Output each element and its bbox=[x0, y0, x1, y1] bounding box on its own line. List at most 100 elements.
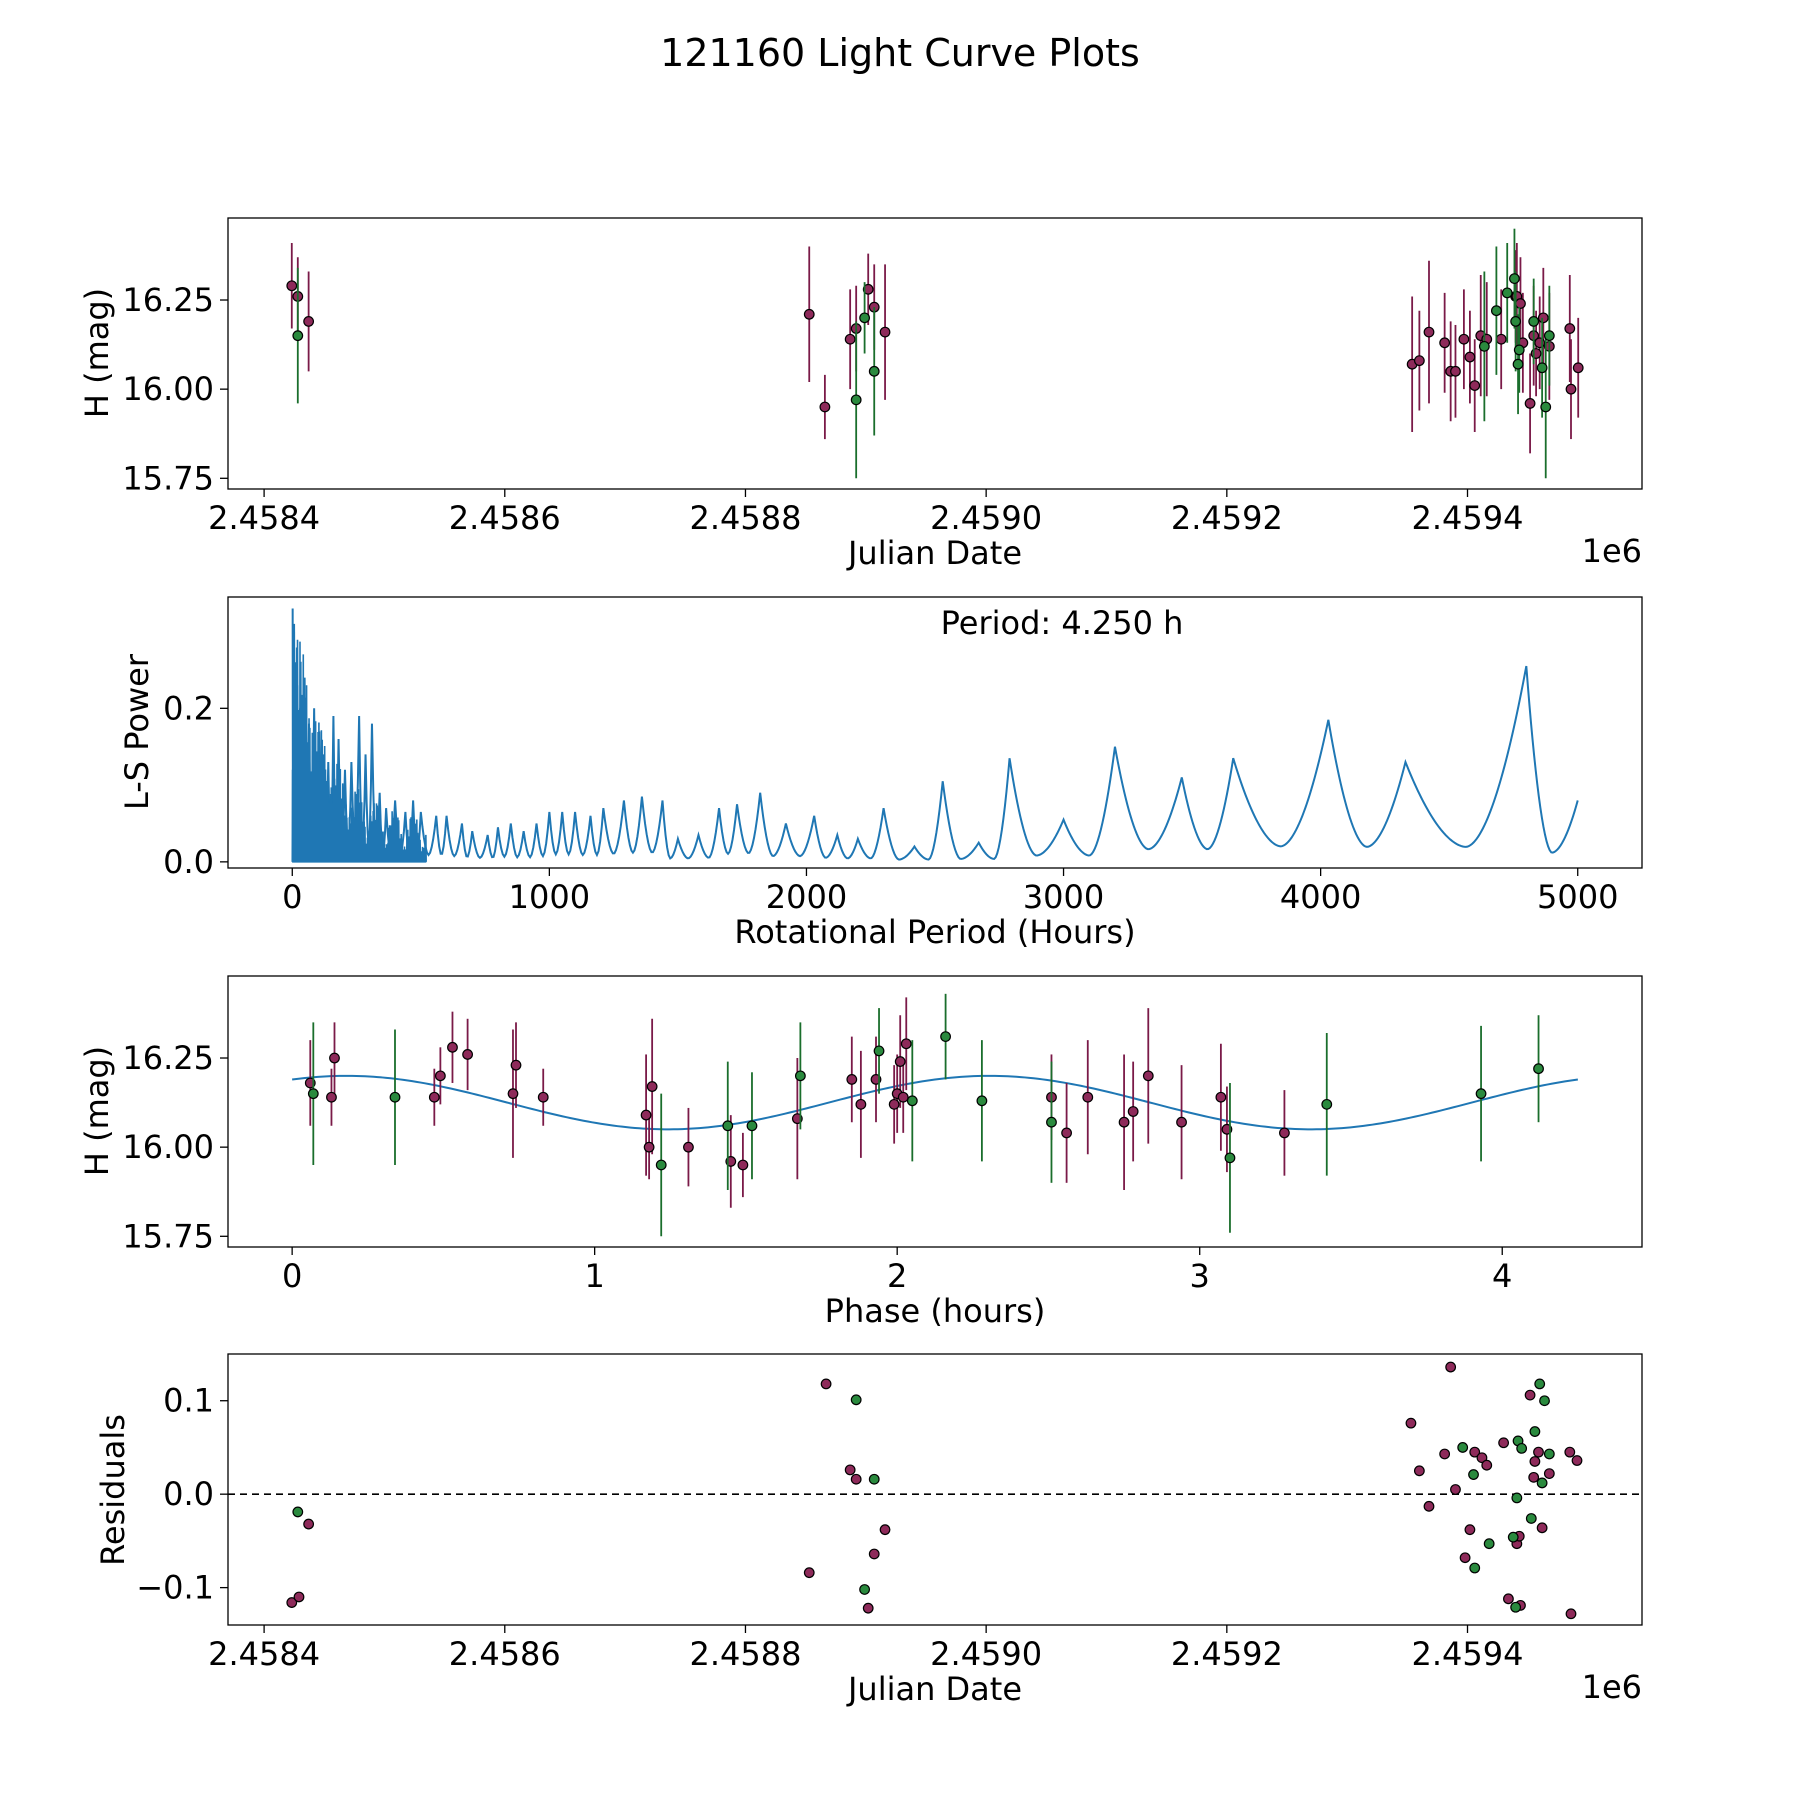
r-data-point bbox=[819, 401, 831, 413]
r-data-point bbox=[879, 326, 891, 338]
r-data-point bbox=[803, 308, 815, 320]
g-data-point bbox=[868, 365, 880, 377]
r-data-point bbox=[844, 333, 856, 345]
lightcurve-xlabel: Julian Date bbox=[846, 534, 1022, 572]
r-data-point bbox=[1423, 1500, 1435, 1512]
r-data-point bbox=[868, 1548, 880, 1560]
r-data-point bbox=[640, 1109, 652, 1121]
g-data-point bbox=[1516, 1442, 1528, 1454]
r-data-point bbox=[462, 1049, 473, 1060]
y-tick-label: −0.1 bbox=[136, 1569, 214, 1607]
y-tick-label: 0.1 bbox=[163, 1382, 214, 1420]
g-data-point bbox=[1510, 316, 1522, 327]
x-tick-label: 2.4588 bbox=[689, 1635, 801, 1673]
g-data-point bbox=[1224, 1152, 1236, 1164]
r-data-point bbox=[1469, 1446, 1481, 1458]
g-data-point bbox=[859, 1584, 871, 1595]
y-tick-label: 16.25 bbox=[122, 281, 214, 319]
x-tick-label: 0 bbox=[282, 1257, 302, 1295]
g-data-point bbox=[1475, 1088, 1487, 1100]
r-data-point bbox=[1515, 298, 1526, 309]
g-data-point bbox=[1543, 330, 1555, 342]
x-tick-label: 2 bbox=[887, 1257, 907, 1295]
r-data-point bbox=[1495, 333, 1507, 345]
r-data-point bbox=[286, 1597, 298, 1608]
g-data-point bbox=[1457, 1442, 1469, 1453]
r-data-point bbox=[850, 1473, 862, 1485]
r-data-point bbox=[737, 1159, 749, 1171]
r-data-point bbox=[846, 1074, 858, 1085]
y-tick-label: 16.00 bbox=[122, 370, 214, 408]
periodogram-short-period-spikes bbox=[291, 631, 427, 863]
g-data-point bbox=[868, 1473, 880, 1485]
y-tick-label: 16.25 bbox=[122, 1039, 214, 1077]
g-data-point bbox=[1490, 305, 1502, 317]
panel-residuals: 2.4584 2.4586 2.4588 2.4590 2.4592 2.4594 −0.1… bbox=[94, 1353, 1643, 1708]
r-data-point bbox=[1413, 1465, 1425, 1477]
g-data-point bbox=[1512, 358, 1524, 370]
periodogram-ylabel: L-S Power bbox=[118, 653, 156, 810]
x-tick-label: 2.4594 bbox=[1412, 1635, 1524, 1673]
g-data-point bbox=[1046, 1116, 1057, 1128]
x-tick-label: 2.4588 bbox=[689, 499, 801, 537]
r-data-point bbox=[1571, 1455, 1583, 1466]
g-data-point bbox=[307, 1088, 319, 1100]
r-data-point bbox=[1464, 1524, 1476, 1536]
r-data-point bbox=[1176, 1116, 1187, 1128]
g-data-point bbox=[1483, 1538, 1495, 1550]
g-data-point bbox=[1501, 287, 1513, 299]
r-data-point bbox=[293, 1591, 305, 1603]
g-data-point bbox=[1536, 362, 1548, 374]
panel-lightcurve: 2.4584 2.4586 2.4588 2.4590 2.4592 2.4594 15.7… bbox=[78, 217, 1643, 572]
y-tick-label: 0.2 bbox=[163, 689, 214, 727]
r-data-point bbox=[1534, 337, 1546, 349]
g-data-point bbox=[1507, 1531, 1519, 1543]
y-tick-label: 0.0 bbox=[163, 843, 214, 881]
r-data-point bbox=[1536, 1522, 1548, 1534]
r-data-point bbox=[329, 1052, 340, 1064]
lightcurve-ylabel: H (mag) bbox=[78, 288, 116, 418]
r-data-point bbox=[1565, 1608, 1577, 1620]
r-data-point bbox=[326, 1091, 337, 1103]
g-data-point bbox=[1539, 1395, 1550, 1407]
r-data-point bbox=[683, 1141, 694, 1153]
r-data-point bbox=[803, 1567, 815, 1579]
y-tick-label: 16.00 bbox=[122, 1128, 214, 1166]
g-data-point bbox=[1321, 1098, 1333, 1110]
periodogram-xlabel: Rotational Period (Hours) bbox=[734, 913, 1135, 951]
g-data-point bbox=[1543, 1448, 1555, 1460]
g-data-point bbox=[389, 1091, 401, 1103]
x-tick-label: 2.4584 bbox=[208, 499, 320, 537]
r-data-point bbox=[1464, 351, 1476, 363]
r-data-point bbox=[1450, 1484, 1461, 1495]
g-data-point bbox=[1536, 1477, 1548, 1489]
g-data-point bbox=[1469, 1562, 1481, 1574]
g-data-point bbox=[859, 312, 871, 324]
r-data-point bbox=[1537, 312, 1549, 324]
r-data-point bbox=[1445, 1361, 1457, 1373]
r-data-point bbox=[1215, 1091, 1227, 1103]
y-tick-label: 15.75 bbox=[122, 459, 214, 497]
figure-title: 121160 Light Curve Plots bbox=[660, 31, 1140, 75]
r-data-point bbox=[1533, 1446, 1544, 1458]
r-data-point bbox=[900, 1038, 912, 1050]
model-fit-curve bbox=[292, 1074, 1578, 1131]
r-data-point bbox=[1405, 1417, 1417, 1429]
residuals-ylabel: Residuals bbox=[94, 1414, 132, 1566]
r-data-point bbox=[1503, 1593, 1514, 1605]
g-data-point bbox=[1533, 1063, 1544, 1075]
g-data-point bbox=[1525, 1513, 1537, 1524]
g-data-point bbox=[873, 1045, 885, 1057]
g-data-point bbox=[655, 1159, 667, 1171]
residuals-xlabel: Julian Date bbox=[846, 1670, 1022, 1708]
period-annotation: Period: 4.250 h bbox=[941, 604, 1184, 642]
periodogram-axes-frame bbox=[227, 596, 1643, 869]
x-tick-label: 2.4586 bbox=[449, 499, 561, 537]
r-data-point bbox=[1127, 1106, 1139, 1117]
r-data-point bbox=[1498, 1437, 1510, 1449]
r-data-point bbox=[510, 1059, 522, 1071]
g-data-point bbox=[1478, 340, 1490, 352]
r-data-point bbox=[894, 1056, 906, 1067]
g-data-point bbox=[292, 1506, 304, 1518]
g-data-point bbox=[1468, 1469, 1479, 1480]
